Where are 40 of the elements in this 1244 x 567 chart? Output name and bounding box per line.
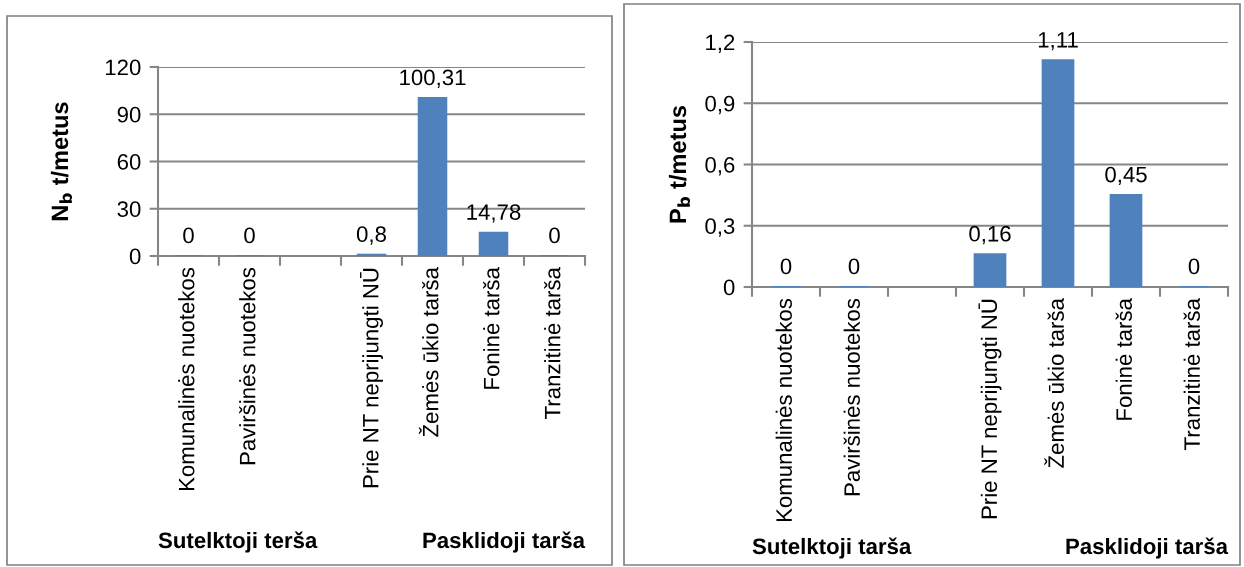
y-tick-label: 60 <box>117 154 141 170</box>
data-label: 0 <box>780 258 792 275</box>
y-axis-title: N$_{b}$ t/metus <box>50 102 73 221</box>
x-tick-label: Tranzitinė tarša <box>1183 298 1200 450</box>
text: Pasklidoji tarša <box>1066 537 1229 559</box>
y-tick-label: 30 <box>117 201 141 218</box>
y-tick-label: 0,3 <box>705 218 735 237</box>
y-axis-title: P$_{b}$ t/metus <box>668 105 691 223</box>
y-tick-label: 1,2 <box>706 34 735 53</box>
x-tick-label: Prie NT neprijungti NŪ <box>360 268 383 488</box>
data-label: 1,11 <box>1038 32 1078 51</box>
data-label: 0,16 <box>969 225 1011 245</box>
x-tick-label: Žemės ūkio tarša <box>1044 298 1064 468</box>
x-tick-label: Komunalinės nuotekos <box>775 298 792 522</box>
text: Sutelktoji terša <box>158 531 318 553</box>
y-tick-label: 0,6 <box>705 157 735 176</box>
y-tick-label: 120 <box>105 59 141 76</box>
y-tick-label: 0 <box>723 279 735 296</box>
text: Sutelktoji tarša <box>752 537 912 559</box>
x-tick-label: Žemės ūkio tarša <box>418 267 439 437</box>
data-label: 0 <box>1188 258 1200 275</box>
y-tick-label: 0 <box>129 248 141 265</box>
y-tick-label: 0,9 <box>705 95 735 115</box>
data-label: 0,45 <box>1105 166 1147 186</box>
y-tick-label: 90 <box>117 106 141 123</box>
data-label: 0,8 <box>356 226 386 245</box>
x-tick-label: Foninė tarša <box>1115 298 1132 420</box>
data-label: 14,78 <box>467 204 521 223</box>
data-label: 0 <box>244 227 255 244</box>
x-tick-label: Paviršinės nuotekos <box>843 298 860 496</box>
x-tick-label: Prie NT neprijungti NŪ <box>978 299 1002 519</box>
x-tick-label: Komunalinės nuotekos <box>178 267 195 491</box>
data-label: 100,31 <box>400 69 466 88</box>
data-label: 0 <box>183 227 194 244</box>
x-tick-label: Foninė tarša <box>483 267 500 389</box>
x-tick-label: Tranzitinė tarša <box>544 267 561 419</box>
x-tick-label: Paviršinės nuotekos <box>239 267 256 465</box>
data-label: 0 <box>549 227 560 244</box>
data-label: 0 <box>848 258 860 275</box>
text: Pasklidoji tarša <box>423 531 586 553</box>
